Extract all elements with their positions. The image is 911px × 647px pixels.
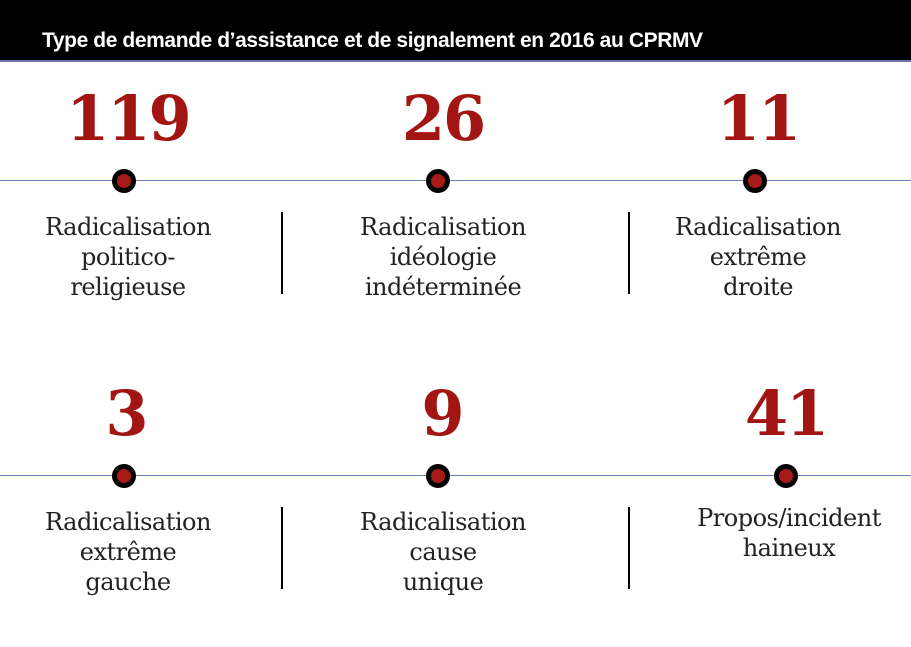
stat-label: Radicalisation extrême droite — [638, 212, 878, 302]
stat-label-line: haineux — [742, 534, 836, 562]
column-divider — [281, 507, 283, 589]
timeline-dot-icon — [426, 464, 450, 488]
timeline-dot-icon — [426, 169, 450, 193]
stat-label: Propos/incident haineux — [669, 503, 909, 563]
stat-label-line: cause — [409, 538, 477, 566]
stat-label-line: indéterminée — [364, 273, 522, 301]
stat-label-line: Radicalisation — [45, 508, 211, 536]
page-title: Type de demande d’assistance et de signa… — [42, 29, 703, 52]
timeline-line-row-2 — [0, 475, 911, 476]
column-divider — [281, 212, 283, 294]
stat-label-line: extrême — [709, 243, 807, 271]
stat-label-line: gauche — [85, 568, 171, 596]
stat-value: 41 — [744, 377, 829, 450]
stat-value: 11 — [716, 82, 801, 155]
timeline-dot-icon — [112, 464, 136, 488]
stat-value: 119 — [66, 82, 191, 155]
stat-label: Radicalisation cause unique — [323, 507, 563, 597]
column-divider — [628, 507, 630, 589]
stat-label-line: unique — [402, 568, 484, 596]
stat-value: 26 — [401, 82, 486, 155]
timeline-line-row-1 — [0, 180, 911, 181]
stat-label-line: Radicalisation — [675, 213, 841, 241]
title-bar: Type de demande d’assistance et de signa… — [0, 0, 911, 62]
stat-label: Radicalisation extrême gauche — [8, 507, 248, 597]
stat-label-line: extrême — [79, 538, 177, 566]
stat-label-line: religieuse — [70, 273, 186, 301]
timeline-dot-icon — [774, 464, 798, 488]
timeline-dot-icon — [743, 169, 767, 193]
stat-label: Radicalisation politico- religieuse — [8, 212, 248, 302]
stat-label-line: idéologie — [389, 243, 497, 271]
timeline-dot-icon — [112, 169, 136, 193]
stat-label-line: droite — [723, 273, 793, 301]
stat-label: Radicalisation idéologie indéterminée — [323, 212, 563, 302]
stat-label-line: politico- — [81, 243, 175, 271]
stat-label-line: Propos/incident — [697, 504, 881, 532]
column-divider — [628, 212, 630, 294]
stat-label-line: Radicalisation — [360, 508, 526, 536]
stat-value: 9 — [421, 377, 464, 450]
stat-label-line: Radicalisation — [360, 213, 526, 241]
stat-value: 3 — [105, 377, 148, 450]
stat-label-line: Radicalisation — [45, 213, 211, 241]
